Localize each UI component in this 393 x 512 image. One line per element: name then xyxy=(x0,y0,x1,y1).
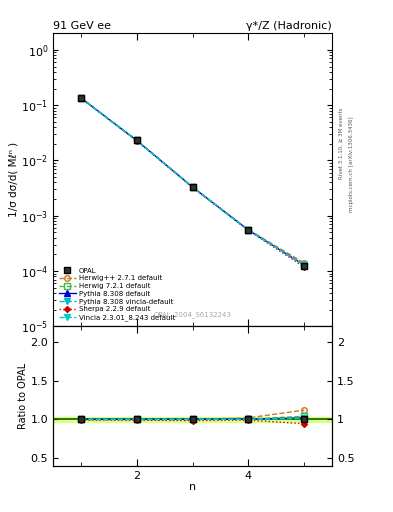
Y-axis label: 1/σ dσ/d( Mℓⁿ ): 1/σ dσ/d( Mℓⁿ ) xyxy=(8,142,18,218)
Text: 91 GeV ee: 91 GeV ee xyxy=(53,21,111,31)
Bar xyxy=(53,417,332,422)
Y-axis label: Ratio to OPAL: Ratio to OPAL xyxy=(18,363,28,429)
Text: γ*/Z (Hadronic): γ*/Z (Hadronic) xyxy=(246,21,332,31)
Text: OPAL_2004_S6132243: OPAL_2004_S6132243 xyxy=(154,311,231,317)
X-axis label: n: n xyxy=(189,482,196,492)
Text: mcplots.cern.ch [arXiv:1306.3436]: mcplots.cern.ch [arXiv:1306.3436] xyxy=(349,116,354,211)
Text: Rivet 3.1.10, ≥ 3M events: Rivet 3.1.10, ≥ 3M events xyxy=(339,108,344,179)
Legend: OPAL, Herwig++ 2.7.1 default, Herwig 7.2.1 default, Pythia 8.308 default, Pythia: OPAL, Herwig++ 2.7.1 default, Herwig 7.2… xyxy=(57,266,177,323)
